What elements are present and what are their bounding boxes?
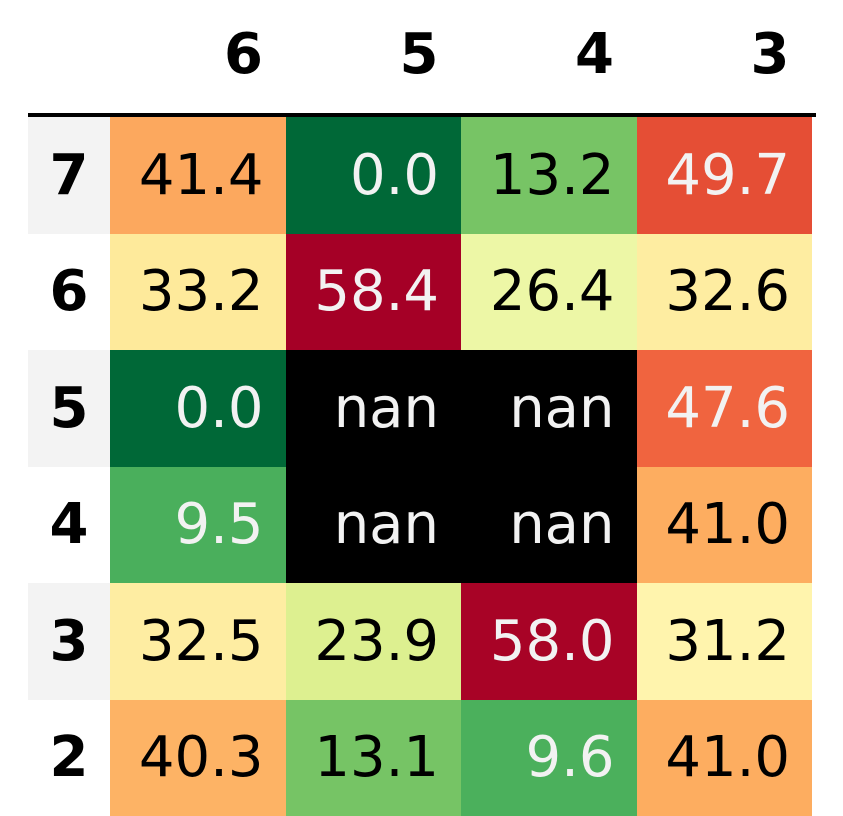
- row-header-2: 2: [28, 700, 110, 816]
- heatmap-cell: 23.9: [286, 583, 462, 700]
- heatmap-body: 7 41.4 0.0 13.2 49.7 6 33.2 58.4 26.4 32.6 5 0.0 nan…: [28, 117, 816, 816]
- heatmap-cell: 0.0: [286, 117, 462, 234]
- heatmap-cell: 13.1: [286, 700, 462, 816]
- row-header-4: 4: [28, 467, 110, 584]
- heatmap-cell: 58.4: [286, 234, 462, 351]
- heatmap-row: 5 0.0 nan nan 47.6: [28, 350, 816, 467]
- heatmap-cell: 26.4: [461, 234, 637, 351]
- column-header-5: 5: [286, 22, 461, 88]
- heatmap-cell: 47.6: [637, 350, 813, 467]
- heatmap-cell: 9.6: [461, 700, 637, 816]
- row-header-7: 7: [28, 117, 110, 234]
- heatmap-cell: nan: [461, 350, 637, 467]
- row-header-3: 3: [28, 583, 110, 700]
- heatmap-cell: 41.0: [637, 467, 813, 584]
- heatmap-cell: 32.5: [110, 583, 286, 700]
- column-header-4: 4: [461, 22, 636, 88]
- heatmap-row: 2 40.3 13.1 9.6 41.0: [28, 700, 816, 816]
- column-header-3: 3: [637, 22, 812, 88]
- heatmap-row: 7 41.4 0.0 13.2 49.7: [28, 117, 816, 234]
- heatmap-cell: 0.0: [110, 350, 286, 467]
- heatmap-cell: 33.2: [110, 234, 286, 351]
- heatmap-cell: 41.4: [110, 117, 286, 234]
- heatmap-cell: nan: [461, 467, 637, 584]
- heatmap-cell: 9.5: [110, 467, 286, 584]
- heatmap-cell: 32.6: [637, 234, 813, 351]
- heatmap-cell: 13.2: [461, 117, 637, 234]
- heatmap-cell: 40.3: [110, 700, 286, 816]
- heatmap-cell: 49.7: [637, 117, 813, 234]
- heatmap-row: 4 9.5 nan nan 41.0: [28, 467, 816, 584]
- row-header-5: 5: [28, 350, 110, 467]
- heatmap-cell: nan: [286, 467, 462, 584]
- heatmap-cell: 31.2: [637, 583, 813, 700]
- column-header-6: 6: [110, 22, 285, 88]
- row-header-6: 6: [28, 234, 110, 351]
- heatmap-row: 3 32.5 23.9 58.0 31.2: [28, 583, 816, 700]
- heatmap-cell: 41.0: [637, 700, 813, 816]
- heatmap-cell: nan: [286, 350, 462, 467]
- heatmap-row: 6 33.2 58.4 26.4 32.6: [28, 234, 816, 351]
- heatmap-cell: 58.0: [461, 583, 637, 700]
